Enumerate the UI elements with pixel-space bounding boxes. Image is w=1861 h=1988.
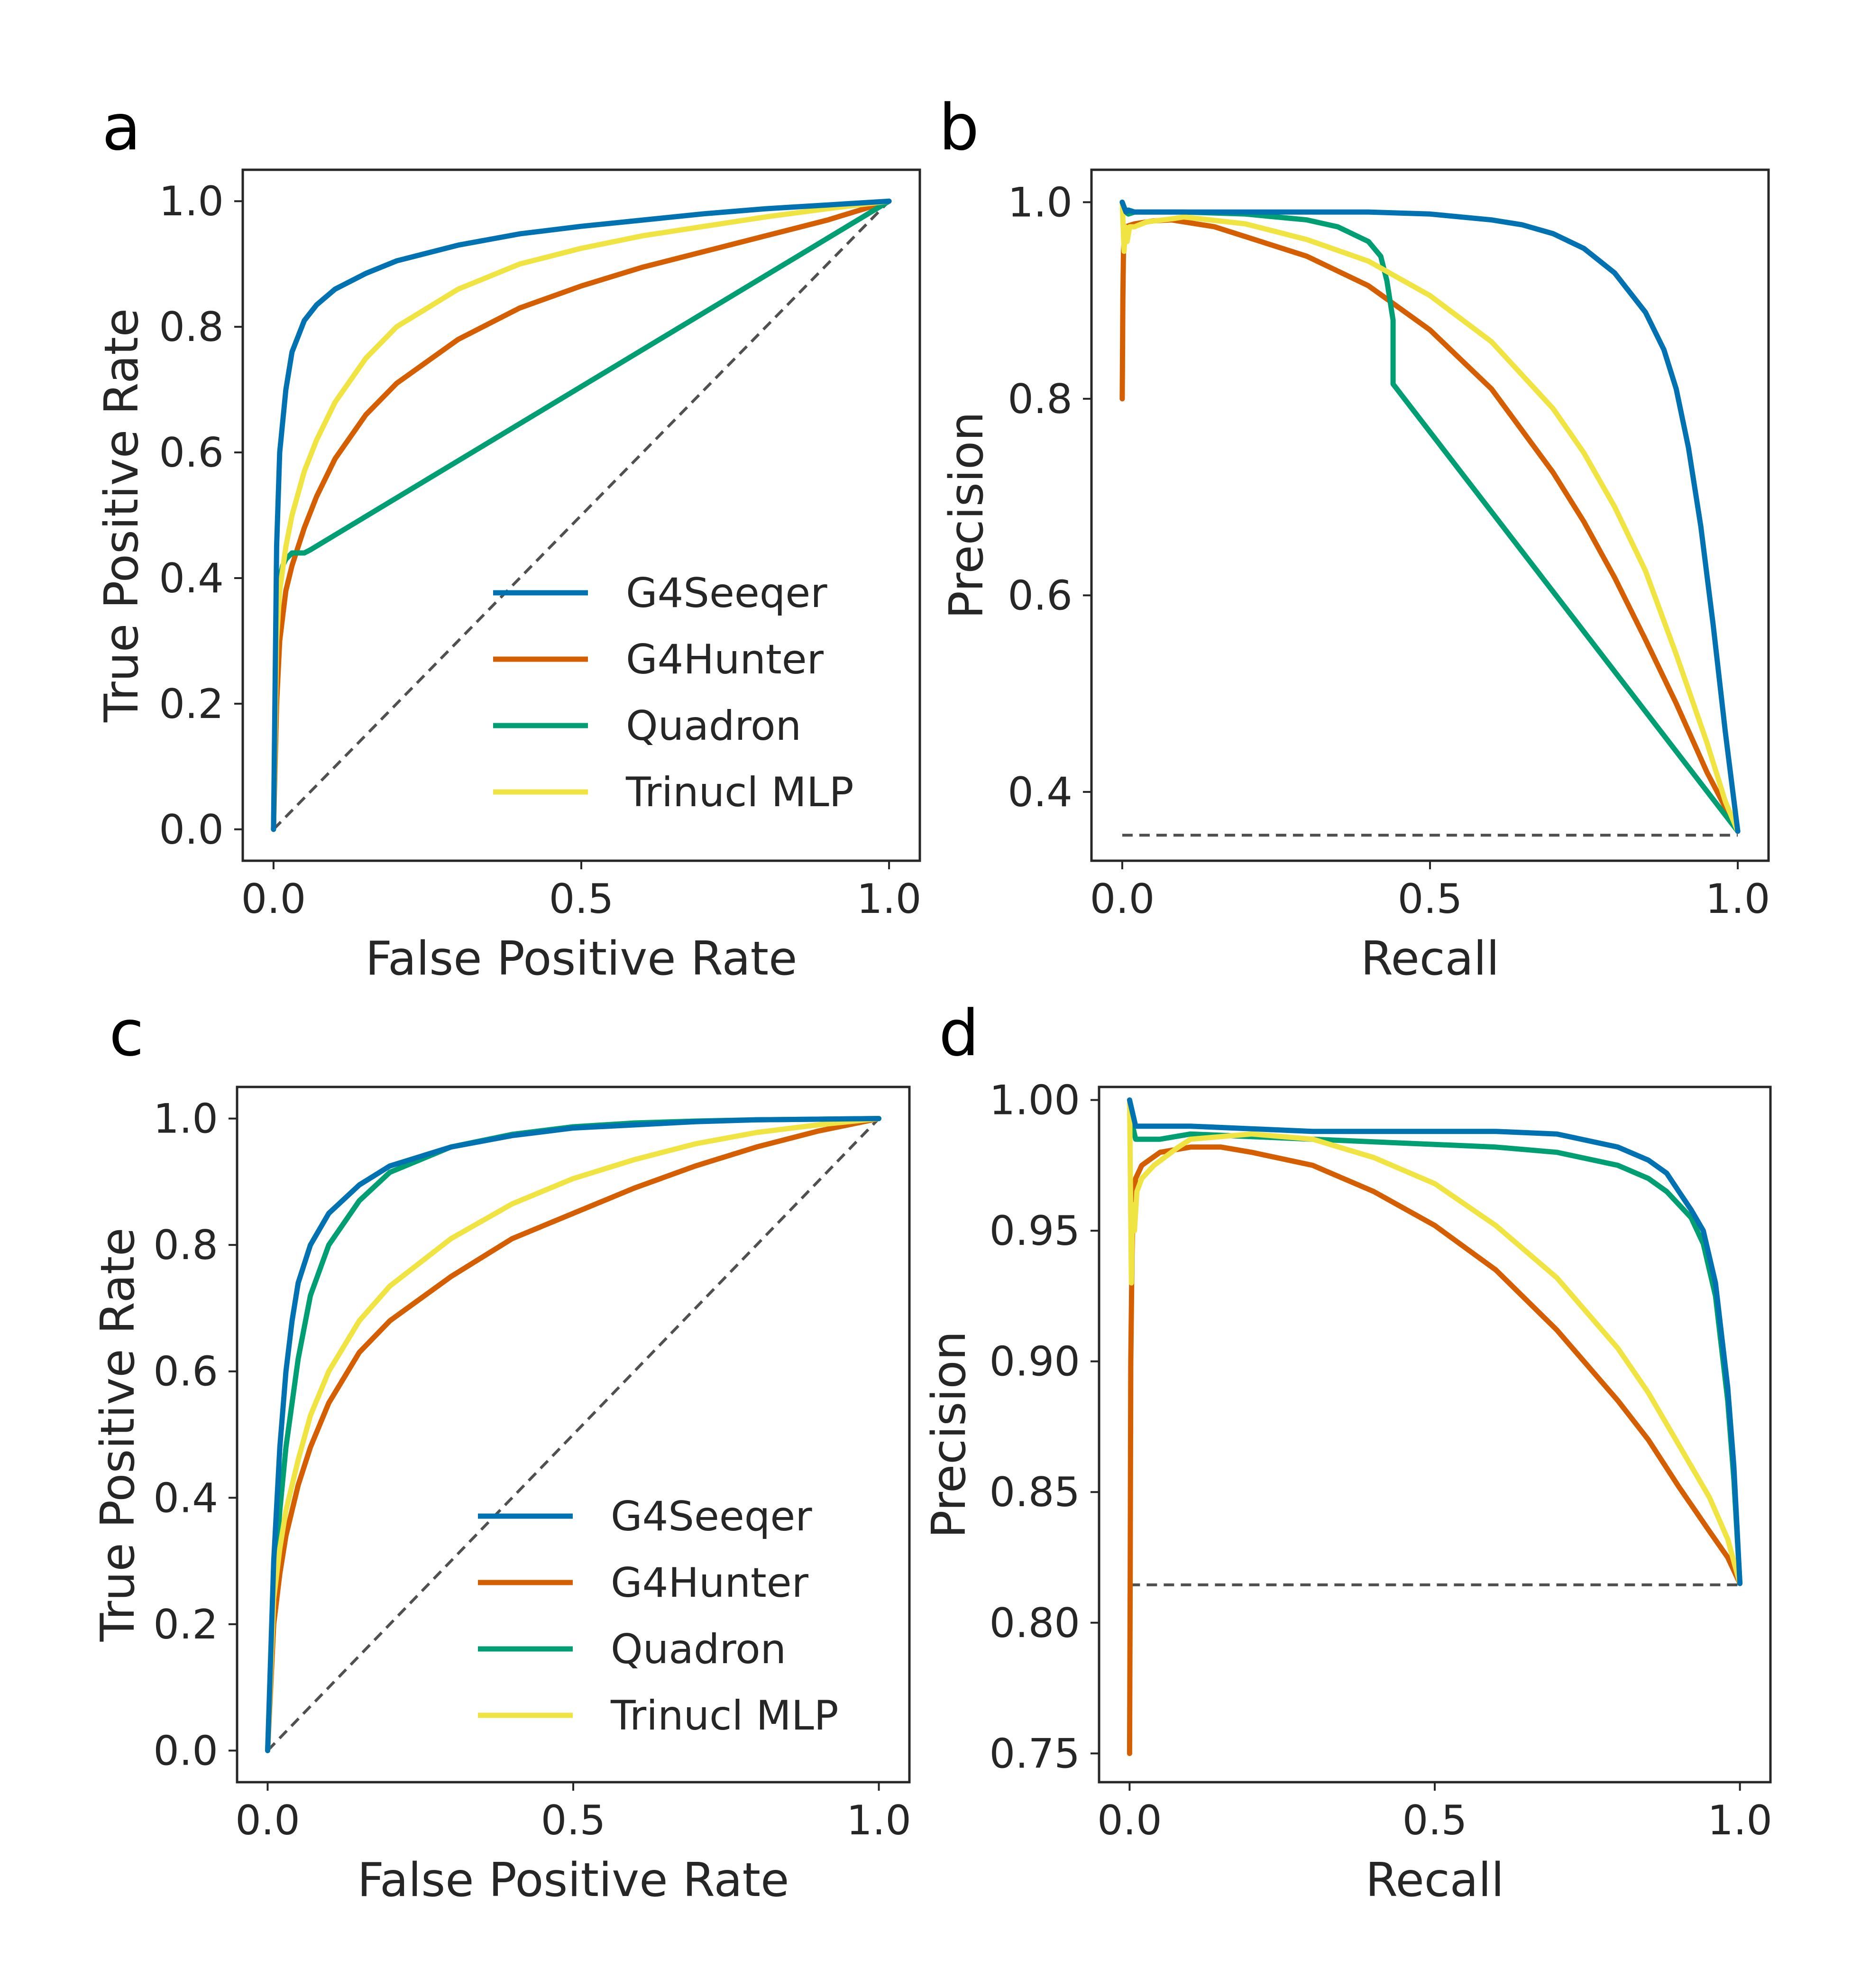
y-tick-label: 0.4 [153,1474,218,1522]
y-axis-label: Precision [922,1331,976,1538]
panel-d: d 0.0 0.5 1.0 0.75 0.80 0.85 0.90 0.95 1.00 Recall… [922,996,1772,1907]
series-line-trinucl-mlp [1127,1097,1743,1586]
x-tick-label: 1.0 [1705,875,1770,923]
y-tick-label: 0.95 [990,1207,1080,1255]
x-tick-label: 1.0 [857,875,922,923]
panel-c: c 0.0 0.5 1.0 0.0 0.2 0.4 0.6 0.8 1.0 False Positi… [91,996,911,1907]
x-tick-label: 1.0 [846,1797,911,1844]
series-line-trinucl-mlp [265,1116,881,1753]
x-tick-label: 0.0 [241,875,306,923]
y-tick-label: 0.4 [1008,769,1073,816]
x-tick-label: 0.5 [541,1797,606,1844]
legend-label: G4Seeqer [611,1493,812,1540]
x-axis-label: False Positive Rate [358,1853,789,1907]
panel-a: a 0.0 0.5 1.0 0.0 0.2 0.4 0.6 0.8 1.0 False Positi… [95,91,921,986]
plot-area [1127,1097,1743,1756]
y-tick-label: 0.8 [159,304,224,351]
y-tick-label: 0.6 [1008,572,1073,619]
series-line-g4hunter [1127,1144,1743,1756]
legend-label: G4Hunter [611,1559,809,1607]
panel-letter: b [939,91,979,165]
x-axis-label: False Positive Rate [366,932,798,986]
legend-label: Trinucl MLP [625,769,854,816]
series-line-g4seeqer [271,198,892,832]
x-tick-label: 0.5 [549,875,614,923]
y-tick-label: 0.8 [1008,376,1073,423]
y-tick-label: 1.0 [153,1095,218,1143]
legend: G4Seeqer G4Hunter Quadron Trinucl MLP [478,1493,839,1740]
x-axis-label: Recall [1366,1853,1504,1907]
series-line-g4hunter [271,198,892,832]
y-axis-label: True Positive Rate [91,1228,145,1642]
legend-label: G4Seeqer [626,570,827,617]
panel-letter: c [109,996,144,1070]
y-tick-label: 0.6 [153,1348,218,1396]
y-tick-label: 0.2 [153,1601,218,1648]
y-tick-label: 1.0 [159,178,224,225]
x-axis-label: Recall [1361,932,1499,986]
series-line-quadron [1127,1097,1743,1586]
baseline-dashed [272,200,890,830]
axes-frame [1090,168,1770,862]
series-line-g4seeqer [1127,1097,1743,1586]
x-tick-label: 0.5 [1398,875,1463,923]
y-tick-label: 0.80 [990,1600,1080,1647]
y-tick-label: 0.0 [153,1727,218,1775]
y-tick-label: 0.4 [159,555,224,602]
series-line-g4seeqer [265,1116,881,1753]
panel-letter: a [102,91,141,165]
y-tick-label: 0.0 [159,806,224,854]
y-tick-label: 1.00 [990,1077,1080,1124]
legend-label: G4Hunter [626,636,824,683]
y-tick-label: 1.0 [1008,179,1073,226]
y-tick-label: 0.2 [159,681,224,728]
y-tick-label: 0.8 [153,1222,218,1269]
series-line-g4hunter [265,1116,881,1753]
panel-letter: d [939,996,979,1070]
series-line-trinucl-mlp [271,198,892,832]
y-tick-label: 0.75 [990,1730,1080,1777]
x-tick-label: 0.0 [1090,875,1155,923]
x-tick-label: 0.5 [1403,1797,1467,1844]
y-tick-label: 0.6 [159,429,224,477]
baseline-dashed [266,1117,880,1752]
y-tick-label: 0.90 [990,1338,1080,1386]
y-axis-label: True Positive Rate [95,308,149,723]
series-line-g4seeqer [1119,199,1741,834]
x-tick-label: 0.0 [1097,1797,1162,1844]
plot-area [265,1116,881,1753]
series-line-trinucl-mlp [1119,199,1741,834]
plot-area [1119,199,1741,837]
legend-label: Quadron [626,702,801,750]
y-axis-label: Precision [940,412,994,619]
legend-label: Trinucl MLP [610,1692,839,1740]
y-tick-label: 0.85 [990,1469,1080,1516]
legend-label: Quadron [611,1626,786,1673]
x-tick-label: 0.0 [235,1797,300,1844]
legend: G4Seeqer G4Hunter Quadron Trinucl MLP [493,570,854,816]
plot-area [271,198,892,832]
panel-b: b 0.0 0.5 1.0 0.4 0.6 0.8 1.0 Recall Precision [939,91,1770,986]
x-tick-label: 1.0 [1707,1797,1772,1844]
